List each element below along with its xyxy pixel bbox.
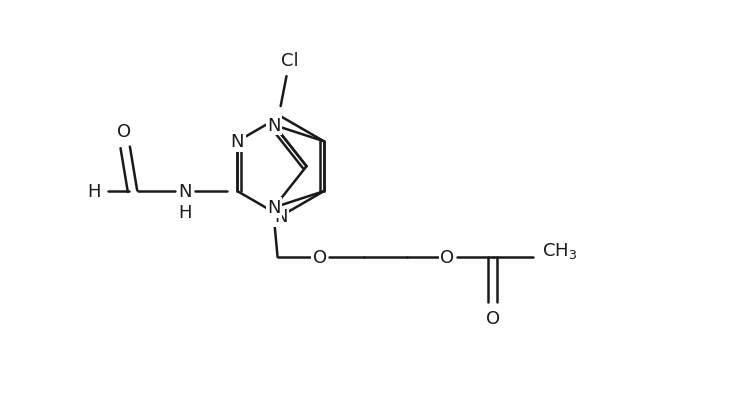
- Text: O: O: [440, 249, 454, 266]
- Text: N: N: [268, 199, 281, 217]
- Text: O: O: [486, 310, 499, 328]
- Text: N: N: [231, 133, 244, 151]
- Text: Cl: Cl: [281, 52, 298, 70]
- Text: O: O: [313, 249, 327, 266]
- Text: N: N: [179, 183, 192, 201]
- Text: CH$_3$: CH$_3$: [542, 240, 577, 260]
- Text: H: H: [87, 183, 101, 201]
- Text: O: O: [117, 123, 130, 141]
- Text: N: N: [268, 117, 281, 135]
- Text: H: H: [179, 203, 192, 221]
- Text: N: N: [274, 208, 287, 225]
